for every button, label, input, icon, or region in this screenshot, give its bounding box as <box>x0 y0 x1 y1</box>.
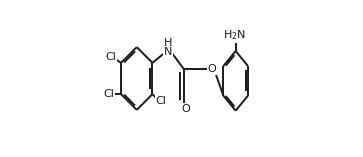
Text: O: O <box>208 64 216 74</box>
Text: Cl: Cl <box>105 52 116 62</box>
Text: H
N: H N <box>164 38 172 57</box>
Text: Cl: Cl <box>156 95 167 106</box>
Text: O: O <box>181 104 190 114</box>
Text: Cl: Cl <box>103 89 114 99</box>
Text: H$_2$N: H$_2$N <box>223 28 246 42</box>
